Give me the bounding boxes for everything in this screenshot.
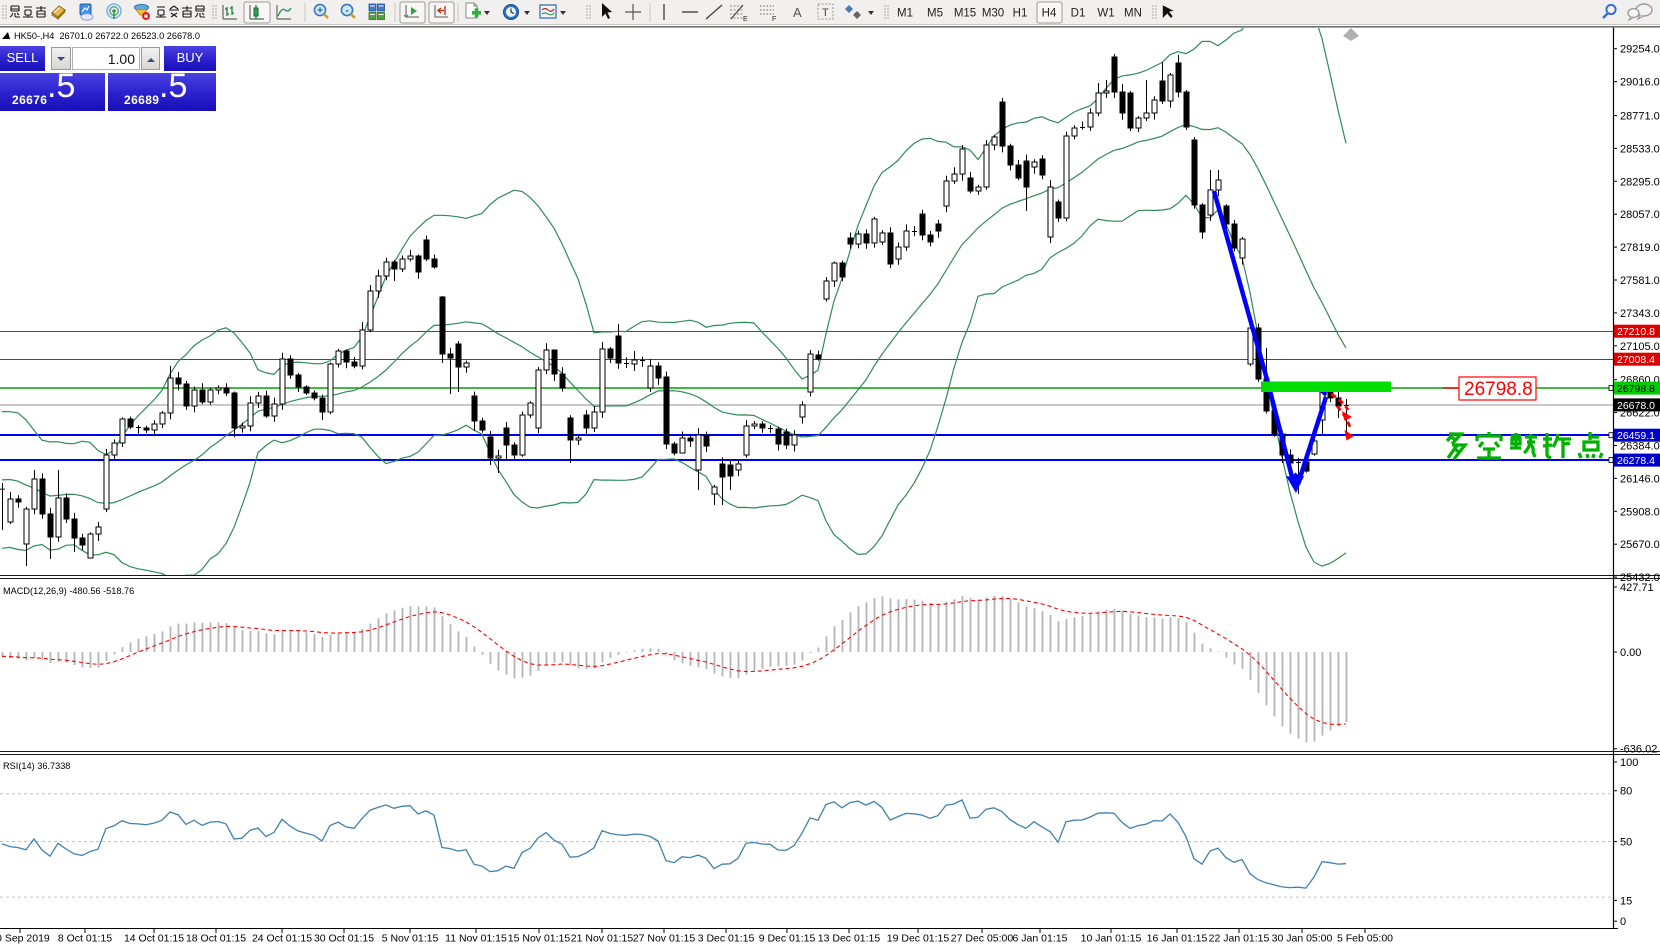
svg-text:5 Feb 05:00: 5 Feb 05:00 — [1337, 933, 1393, 945]
svg-text:16 Jan 01:15: 16 Jan 01:15 — [1147, 933, 1208, 945]
svg-text:T: T — [822, 7, 829, 19]
svg-text:28771.0: 28771.0 — [1620, 111, 1660, 123]
svg-text:14 Oct 01:15: 14 Oct 01:15 — [124, 933, 184, 945]
svg-text:27581.0: 27581.0 — [1620, 275, 1660, 287]
svg-text:26678.0: 26678.0 — [1617, 400, 1655, 412]
svg-text:10 Jan 01:15: 10 Jan 01:15 — [1081, 933, 1142, 945]
svg-text:25670.0: 25670.0 — [1620, 539, 1660, 551]
svg-text:24 Oct 01:15: 24 Oct 01:15 — [252, 933, 312, 945]
svg-text:18 Oct 01:15: 18 Oct 01:15 — [186, 933, 246, 945]
svg-text:28295.0: 28295.0 — [1620, 176, 1660, 188]
svg-text:27210.8: 27210.8 — [1617, 326, 1655, 338]
svg-text:M5: M5 — [927, 8, 943, 20]
svg-text:50: 50 — [1620, 837, 1632, 849]
svg-text:29254.0: 29254.0 — [1620, 44, 1660, 56]
svg-text:W1: W1 — [1097, 8, 1114, 20]
svg-text:13 Dec 01:15: 13 Dec 01:15 — [818, 933, 881, 945]
svg-text:27 Nov 01:15: 27 Nov 01:15 — [633, 933, 696, 945]
svg-text:19 Dec 01:15: 19 Dec 01:15 — [887, 933, 950, 945]
svg-text:26798.8: 26798.8 — [1464, 379, 1533, 400]
svg-text:28533.0: 28533.0 — [1620, 143, 1660, 155]
svg-text:26798.8: 26798.8 — [1617, 383, 1655, 395]
svg-text:0: 0 — [1620, 916, 1626, 928]
svg-text:25432.0: 25432.0 — [1620, 572, 1660, 584]
svg-text:MACD(12,26,9) -480.56 -518.76: MACD(12,26,9) -480.56 -518.76 — [3, 586, 134, 596]
svg-text:26384.0: 26384.0 — [1620, 441, 1660, 453]
svg-text:26146.0: 26146.0 — [1620, 473, 1660, 485]
svg-text:9 Dec 01:15: 9 Dec 01:15 — [759, 933, 816, 945]
svg-text:M1: M1 — [897, 8, 913, 20]
svg-text:27008.4: 27008.4 — [1617, 354, 1655, 366]
svg-text:29016.0: 29016.0 — [1620, 77, 1660, 89]
svg-text:MN: MN — [1124, 8, 1142, 20]
svg-text:M15: M15 — [954, 8, 976, 20]
svg-text:27819.0: 27819.0 — [1620, 242, 1660, 254]
svg-text:30 Sep 2019: 30 Sep 2019 — [0, 933, 50, 945]
svg-text:5 Nov 01:15: 5 Nov 01:15 — [382, 933, 439, 945]
svg-text:-636.02: -636.02 — [1620, 744, 1657, 756]
svg-text:RSI(14) 36.7338: RSI(14) 36.7338 — [3, 761, 70, 771]
svg-text:427.71: 427.71 — [1620, 582, 1654, 594]
svg-text:11 Nov 01:15: 11 Nov 01:15 — [445, 933, 507, 945]
svg-text:30 Oct 01:15: 30 Oct 01:15 — [314, 933, 374, 945]
svg-text:25908.0: 25908.0 — [1620, 506, 1660, 518]
svg-text:21 Nov 01:15: 21 Nov 01:15 — [571, 933, 634, 945]
svg-text:27 Dec 05:00: 27 Dec 05:00 — [951, 933, 1014, 945]
svg-text:HK50-,H4 26701.0 26722.0 2652: HK50-,H4 26701.0 26722.0 26523.0 26678.0 — [14, 31, 200, 41]
svg-text:30 Jan 05:00: 30 Jan 05:00 — [1272, 933, 1333, 945]
svg-text:-: - — [345, 6, 348, 17]
svg-text:D1: D1 — [1071, 8, 1086, 20]
svg-text:3 Dec 01:15: 3 Dec 01:15 — [698, 933, 755, 945]
svg-text:0.00: 0.00 — [1620, 647, 1641, 659]
svg-text:27343.0: 27343.0 — [1620, 308, 1660, 320]
svg-text:15 Nov 01:15: 15 Nov 01:15 — [508, 933, 571, 945]
svg-text:8 Oct 01:15: 8 Oct 01:15 — [58, 933, 112, 945]
svg-text:6 Jan 01:15: 6 Jan 01:15 — [1013, 933, 1068, 945]
svg-text:E: E — [743, 16, 748, 23]
svg-text:15: 15 — [1620, 895, 1632, 907]
svg-text:H4: H4 — [1042, 8, 1057, 20]
svg-text:22 Jan 01:15: 22 Jan 01:15 — [1209, 933, 1270, 945]
svg-text:80: 80 — [1620, 786, 1632, 798]
svg-text:26459.1: 26459.1 — [1617, 430, 1655, 442]
svg-text:A: A — [793, 5, 802, 20]
svg-text:28057.0: 28057.0 — [1620, 209, 1660, 221]
svg-text:H1: H1 — [1013, 8, 1028, 20]
svg-text:M30: M30 — [982, 8, 1004, 20]
svg-text:F: F — [772, 16, 776, 23]
svg-text:+: + — [317, 6, 323, 17]
svg-text:26278.4: 26278.4 — [1617, 455, 1655, 467]
svg-text:100: 100 — [1620, 757, 1638, 769]
svg-text:27105.0: 27105.0 — [1620, 341, 1660, 353]
